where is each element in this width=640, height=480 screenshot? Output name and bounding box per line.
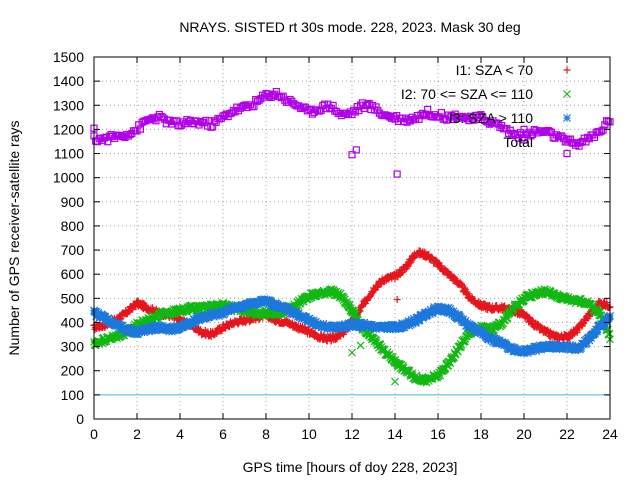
x-tick-label: 6 xyxy=(219,426,227,442)
legend-label: I3: SZA > 110 xyxy=(449,110,533,126)
y-tick-label: 1100 xyxy=(54,146,84,162)
x-tick-label: 20 xyxy=(516,426,532,442)
y-tick-label: 400 xyxy=(61,314,85,330)
y-tick-label: 800 xyxy=(61,218,85,234)
y-tick-label: 1000 xyxy=(53,170,84,186)
legend-marker xyxy=(563,114,571,122)
y-tick-label: 900 xyxy=(61,194,85,210)
x-tick-label: 24 xyxy=(602,426,618,442)
data-points xyxy=(90,87,614,387)
legend-label: I2: 70 <= SZA <= 110 xyxy=(401,86,533,102)
y-axis-label: Number of GPS receiver-satellite rays xyxy=(6,121,22,356)
x-tick-label: 14 xyxy=(387,426,403,442)
x-axis-label: GPS time [hours of doy 228, 2023] xyxy=(243,459,458,475)
x-tick-label: 4 xyxy=(176,426,184,442)
y-tick-label: 0 xyxy=(76,411,84,427)
y-tick-label: 1500 xyxy=(53,49,84,65)
y-tick-label: 1200 xyxy=(53,121,84,137)
y-tick-label: 600 xyxy=(61,266,85,282)
data-point-outlier xyxy=(393,296,401,304)
x-tick-label: 16 xyxy=(430,426,446,442)
chart-title: NRAYS. SISTED rt 30s mode. 228, 2023. Ma… xyxy=(179,19,520,35)
x-tick-label: 2 xyxy=(133,426,141,442)
y-tick-label: 200 xyxy=(61,363,85,379)
x-tick-label: 10 xyxy=(301,426,317,442)
x-tick-label: 18 xyxy=(473,426,489,442)
x-tick-label: 12 xyxy=(344,426,360,442)
y-tick-label: 500 xyxy=(61,290,85,306)
y-tick-label: 1300 xyxy=(53,97,84,113)
y-tick-label: 100 xyxy=(61,387,85,403)
x-tick-label: 22 xyxy=(559,426,575,442)
x-tick-label: 0 xyxy=(90,426,98,442)
legend-label: Total xyxy=(503,134,533,150)
y-tick-label: 300 xyxy=(61,339,85,355)
y-tick-label: 700 xyxy=(61,242,85,258)
y-tick-label: 1400 xyxy=(53,73,84,89)
legend-label: I1: SZA < 70 xyxy=(456,62,534,78)
x-tick-label: 8 xyxy=(262,426,270,442)
